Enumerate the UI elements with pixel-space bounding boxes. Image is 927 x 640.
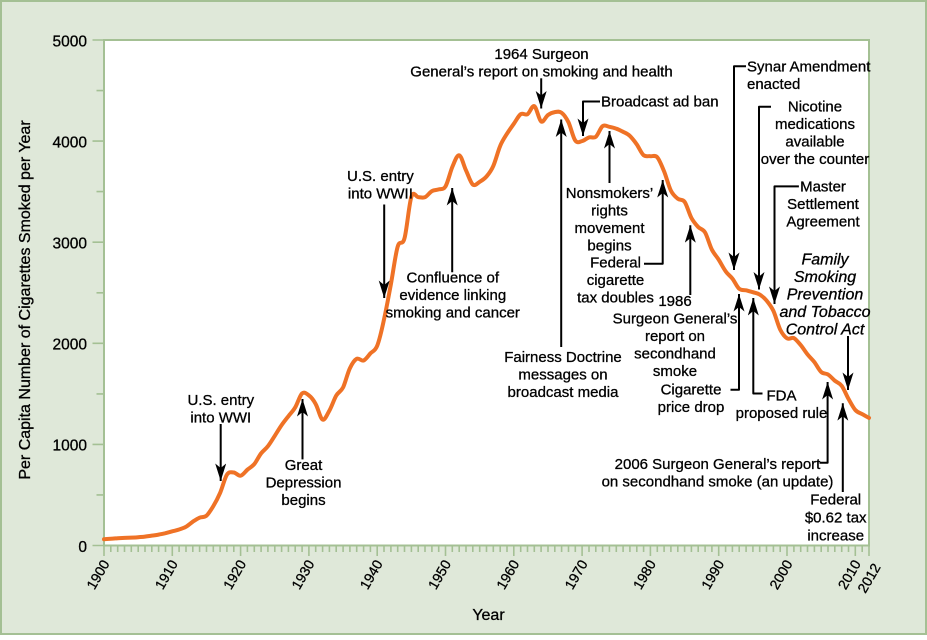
svg-text:Synar Amendment: Synar Amendment <box>747 58 871 75</box>
svg-text:2000: 2000 <box>53 337 88 354</box>
svg-text:messages on: messages on <box>518 367 607 384</box>
svg-text:Nicotine: Nicotine <box>788 99 842 116</box>
svg-text:Cigarette: Cigarette <box>661 382 722 399</box>
svg-text:movement: movement <box>574 220 645 237</box>
svg-text:evidence linking: evidence linking <box>399 287 506 304</box>
svg-text:Fairness Doctrine: Fairness Doctrine <box>504 349 622 366</box>
svg-text:secondhand: secondhand <box>634 346 716 363</box>
svg-text:Federal: Federal <box>810 492 861 509</box>
svg-text:report on: report on <box>645 328 705 345</box>
svg-text:into WWI: into WWI <box>190 410 251 427</box>
svg-text:3000: 3000 <box>53 236 88 253</box>
svg-text:available: available <box>785 134 844 151</box>
svg-text:Broadcast ad ban: Broadcast ad ban <box>601 94 719 111</box>
svg-text:U.S. entry: U.S. entry <box>187 392 254 409</box>
svg-text:Federal: Federal <box>590 255 641 272</box>
svg-text:Confluence of: Confluence of <box>407 270 500 287</box>
svg-text:and Tobacco: and Tobacco <box>779 304 870 321</box>
svg-text:Smoking: Smoking <box>794 269 856 286</box>
svg-text:General’s report on smoking an: General’s report on smoking and health <box>410 64 672 81</box>
svg-text:Settlement: Settlement <box>787 196 860 213</box>
svg-text:$0.62 tax: $0.62 tax <box>805 510 867 527</box>
svg-text:medications: medications <box>775 116 855 133</box>
svg-text:Per Capita Number of Cigarette: Per Capita Number of Cigarettes Smoked p… <box>17 120 34 480</box>
svg-text:4000: 4000 <box>53 134 88 151</box>
svg-text:Year: Year <box>472 607 505 624</box>
svg-text:rights: rights <box>591 203 628 220</box>
svg-text:Nonsmokers’: Nonsmokers’ <box>566 185 654 202</box>
svg-text:FDA: FDA <box>767 387 797 404</box>
svg-text:Agreement: Agreement <box>786 214 860 231</box>
svg-text:1986: 1986 <box>658 293 691 310</box>
svg-text:on secondhand smoke (an update: on secondhand smoke (an update) <box>602 474 834 491</box>
svg-text:smoke: smoke <box>653 363 697 380</box>
svg-text:Control Act: Control Act <box>786 322 865 339</box>
svg-text:cigarette: cigarette <box>587 272 645 289</box>
svg-text:Great: Great <box>285 457 323 474</box>
svg-text:Depression: Depression <box>266 475 342 492</box>
svg-text:Family: Family <box>801 252 849 269</box>
svg-text:5000: 5000 <box>53 33 88 50</box>
svg-text:2006 Surgeon General’s report: 2006 Surgeon General’s report <box>615 456 822 473</box>
svg-text:Prevention: Prevention <box>787 287 864 304</box>
svg-text:1964 Surgeon: 1964 Surgeon <box>494 46 588 63</box>
svg-text:begins: begins <box>587 238 631 255</box>
svg-text:tax doubles: tax doubles <box>577 290 654 307</box>
svg-text:0: 0 <box>78 539 87 556</box>
svg-text:increase: increase <box>807 528 864 545</box>
svg-text:U.S. entry: U.S. entry <box>347 168 414 185</box>
svg-text:smoking and cancer: smoking and cancer <box>386 305 520 322</box>
svg-text:enacted: enacted <box>747 76 800 93</box>
svg-text:1000: 1000 <box>53 438 88 455</box>
svg-text:broadcast media: broadcast media <box>508 384 620 401</box>
svg-text:Master: Master <box>800 179 846 196</box>
svg-text:begins: begins <box>281 492 325 509</box>
svg-text:proposed rule: proposed rule <box>736 405 828 422</box>
svg-text:price drop: price drop <box>658 399 725 416</box>
svg-text:into WWII: into WWII <box>348 186 413 203</box>
svg-text:over the counter: over the counter <box>761 151 869 168</box>
svg-text:Surgeon General’s: Surgeon General’s <box>613 311 738 328</box>
